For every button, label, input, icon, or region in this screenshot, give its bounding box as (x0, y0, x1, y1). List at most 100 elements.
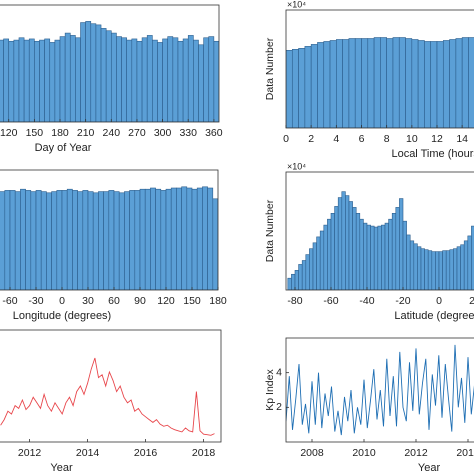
bar (427, 250, 433, 290)
x-axis-label: Year (418, 462, 441, 474)
x-tick-label: 60 (108, 295, 120, 307)
bar (59, 36, 66, 122)
bar (312, 242, 317, 290)
bar (213, 40, 219, 122)
bar (0, 39, 4, 122)
bar (167, 36, 174, 122)
bar (373, 37, 381, 128)
bar (363, 222, 368, 290)
bar (395, 207, 400, 290)
x-tick-label: 120 (0, 127, 18, 139)
panel: 0 2 4 6 8 10 12 14 Local Time (hours) Data Number… (264, 0, 474, 160)
bar (80, 22, 86, 122)
bar (355, 213, 361, 290)
bar (298, 264, 303, 290)
x-tick-label: 150 (183, 295, 201, 307)
plot-area (0, 357, 215, 436)
bar (402, 220, 407, 290)
plot-area (286, 344, 474, 436)
bar (398, 37, 406, 128)
x-axis-label: Day of Year (35, 142, 92, 154)
x-tick-label: 6 (359, 133, 365, 145)
bar (193, 39, 199, 122)
bar (391, 213, 397, 290)
bar (75, 37, 81, 122)
x-axis-label: Local Time (hours) (391, 148, 474, 160)
bar (304, 46, 312, 128)
bar (18, 37, 25, 122)
x-tick-label: 330 (179, 127, 197, 139)
x-tick-label: 10 (406, 133, 418, 145)
x-tick-label: 2010 (352, 447, 376, 459)
bar (4, 190, 11, 290)
x-tick-label: 2016 (134, 447, 158, 459)
bar (467, 235, 472, 290)
bar (411, 39, 419, 128)
bar (468, 37, 474, 128)
bar (323, 224, 328, 290)
bar (54, 39, 61, 122)
x-tick-label: 90 (134, 295, 146, 307)
x-tick-label: 360 (205, 127, 223, 139)
bar (317, 42, 325, 128)
x-tick-label: -60 (323, 295, 338, 307)
bar (334, 206, 339, 290)
bar (113, 191, 120, 290)
bar (384, 222, 389, 290)
plot-area (287, 191, 474, 290)
bar (20, 188, 26, 290)
bar (46, 192, 52, 290)
bar (377, 225, 382, 290)
bar (309, 248, 314, 290)
bar (361, 38, 369, 128)
bar (354, 38, 362, 128)
bar (187, 35, 194, 122)
panel: 120 150 180 210 240 270 300 330 360 Day of Year (0, 4, 223, 154)
bar (337, 197, 343, 290)
bar (121, 37, 127, 122)
bar (85, 21, 92, 122)
x-tick-label: 12 (431, 133, 443, 145)
bar (461, 37, 469, 128)
bar (207, 187, 214, 290)
bar (420, 248, 425, 290)
bar (25, 190, 32, 290)
bar (442, 40, 450, 128)
bar (49, 42, 56, 122)
bar (386, 38, 394, 128)
axes-frame (0, 329, 222, 443)
bar (370, 225, 375, 290)
bar (61, 190, 68, 290)
bar (409, 240, 415, 290)
bar (399, 198, 404, 290)
bar (191, 188, 198, 290)
bar (455, 38, 463, 128)
bar (162, 38, 169, 122)
x-tick-label: -80 (287, 295, 302, 307)
x-tick-label: 8 (384, 133, 390, 145)
bar (23, 39, 30, 122)
y-tick-label: 4 (276, 366, 282, 378)
x-tick-label: 180 (51, 127, 69, 139)
bar (34, 40, 40, 122)
x-tick-label: 0 (59, 295, 65, 307)
x-axis-label: Latitude (degrees) (394, 310, 474, 322)
bar (103, 191, 110, 290)
bar (345, 195, 350, 290)
y-axis-label: Data Number (264, 199, 276, 262)
plot-area (0, 186, 218, 290)
bar (366, 224, 371, 290)
bar (144, 188, 151, 290)
x-tick-label: 2 (308, 133, 314, 145)
bar (51, 191, 58, 290)
bar (118, 192, 125, 290)
bar (435, 251, 440, 290)
bar (0, 191, 6, 290)
x-tick-label: 2012 (404, 447, 428, 459)
panel: -60 -30 0 30 60 90 120 150 180 Longitude (degrees… (0, 169, 227, 322)
bar (298, 48, 306, 128)
x-tick-label: -30 (28, 295, 43, 307)
bar (150, 187, 156, 290)
bar (139, 188, 146, 290)
